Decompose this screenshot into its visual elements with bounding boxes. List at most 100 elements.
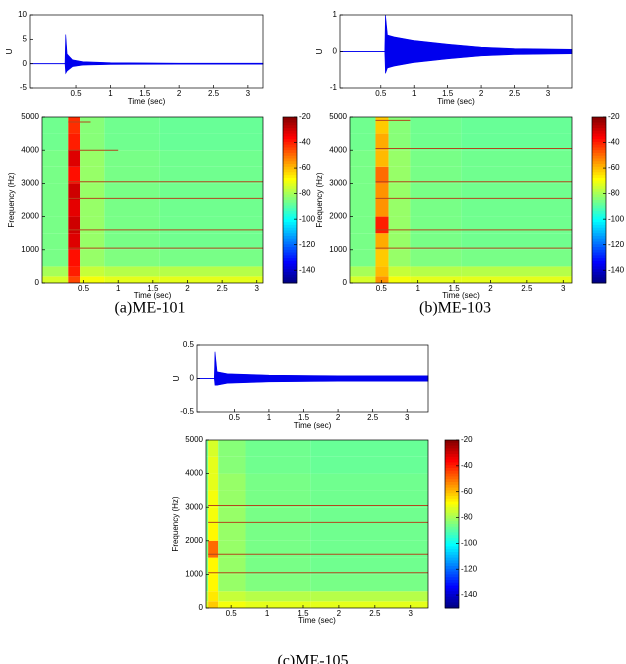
colorbar-swatch bbox=[283, 216, 297, 220]
colorbar-swatch bbox=[592, 249, 606, 254]
x-tick-label: 3 bbox=[255, 284, 260, 293]
heatmap-cell bbox=[388, 200, 411, 217]
heatmap-cell bbox=[310, 490, 428, 508]
heatmap-cell bbox=[310, 591, 428, 602]
colorbar-swatch bbox=[283, 188, 297, 193]
y-tick-label: 5000 bbox=[185, 435, 203, 444]
heatmap-cell bbox=[80, 183, 105, 200]
heatmap-cell bbox=[350, 133, 376, 151]
heatmap-cell bbox=[159, 117, 263, 134]
heatmap-cell bbox=[218, 540, 246, 558]
heatmap-cell bbox=[375, 200, 389, 217]
colorbar-tick-label: -120 bbox=[299, 240, 316, 249]
heatmap-cell bbox=[245, 473, 311, 491]
heatmap-cell bbox=[245, 456, 311, 474]
colorbar-swatch bbox=[445, 454, 459, 458]
heatmap-cell bbox=[80, 150, 105, 167]
colorbar-swatch bbox=[283, 252, 297, 256]
heatmap-cell bbox=[410, 216, 462, 234]
colorbar-swatch bbox=[592, 280, 606, 284]
colorbar-swatch bbox=[445, 470, 459, 475]
heatmap-cell bbox=[350, 200, 376, 217]
heatmap-cell bbox=[461, 200, 572, 217]
y-tick-label: 4000 bbox=[21, 145, 39, 154]
colorbar-swatch bbox=[445, 496, 459, 500]
colorbar-box bbox=[444, 439, 460, 609]
x-tick-label: 3 bbox=[409, 609, 414, 618]
heatmap-cell bbox=[461, 216, 572, 234]
colorbar-swatch bbox=[592, 252, 606, 256]
heatmap-cell bbox=[410, 150, 462, 167]
heatmap-cell bbox=[375, 133, 389, 151]
y-tick-label: 0 bbox=[190, 374, 195, 383]
x-tick-label: 0.5 bbox=[229, 413, 241, 422]
colorbar-tick-label: -140 bbox=[608, 265, 625, 274]
colorbar-swatch bbox=[592, 230, 606, 234]
heatmap-cell bbox=[68, 249, 81, 267]
colorbar-swatch bbox=[592, 133, 606, 137]
x-tick-label: 1.5 bbox=[442, 89, 454, 98]
heatmap-cell bbox=[245, 507, 311, 524]
colorbar-swatch bbox=[283, 263, 297, 267]
heatmap-cell bbox=[68, 183, 81, 200]
heatmap-cell bbox=[206, 456, 209, 474]
heatmap-cell bbox=[42, 166, 69, 184]
colorbar-swatch bbox=[283, 172, 297, 176]
colorbar-swatch bbox=[445, 554, 459, 559]
x-tick-label: 1.5 bbox=[449, 284, 461, 293]
heatmap-cell bbox=[208, 440, 219, 457]
colorbar-swatch bbox=[592, 271, 606, 276]
colorbar-swatch bbox=[592, 144, 606, 148]
colorbar-swatch bbox=[445, 552, 459, 556]
y-tick-label: 2000 bbox=[21, 212, 39, 221]
colorbar-swatch bbox=[592, 202, 606, 207]
colorbar-swatch bbox=[283, 249, 297, 254]
heatmap-cell bbox=[388, 133, 411, 151]
heatmap-cell bbox=[80, 117, 105, 134]
colorbar-swatch bbox=[283, 161, 297, 165]
heatmap-cell bbox=[42, 200, 69, 217]
heatmap-cell bbox=[159, 233, 263, 250]
y-axis-label: U bbox=[5, 48, 14, 54]
colorbar-swatch bbox=[445, 498, 459, 503]
y-axis-label: Frequency (Hz) bbox=[171, 496, 180, 551]
heatmap-cell bbox=[80, 216, 105, 234]
colorbar-swatch bbox=[445, 476, 459, 480]
colorbar-swatch bbox=[592, 269, 606, 273]
heatmap-cell bbox=[375, 276, 389, 283]
x-tick-label: 3 bbox=[405, 413, 410, 422]
heatmap-cell bbox=[68, 200, 81, 217]
colorbar-swatch bbox=[445, 602, 459, 606]
colorbar-swatch bbox=[592, 216, 606, 220]
heatmap-cell bbox=[42, 183, 69, 200]
colorbar-swatch bbox=[445, 563, 459, 567]
heatmap-cell bbox=[159, 200, 263, 217]
colorbar-swatch bbox=[445, 580, 459, 584]
colorbar-swatch bbox=[592, 208, 606, 212]
colorbar-swatch bbox=[445, 512, 459, 517]
colorbar-swatch bbox=[283, 125, 297, 129]
x-tick-label: 2.5 bbox=[217, 284, 229, 293]
colorbar-swatch bbox=[283, 194, 297, 198]
colorbar-swatch bbox=[283, 269, 297, 273]
colorbar-swatch bbox=[592, 125, 606, 129]
x-tick-label: 2.5 bbox=[509, 89, 521, 98]
heatmap-cell bbox=[350, 117, 376, 134]
colorbar-tick-label: -140 bbox=[299, 265, 316, 274]
heatmap-cell bbox=[208, 574, 219, 592]
colorbar-swatch bbox=[283, 175, 297, 179]
x-tick-label: 1 bbox=[415, 284, 420, 293]
colorbar-swatch bbox=[445, 571, 459, 575]
heatmap-cell bbox=[68, 276, 81, 283]
x-axis-label: Time (sec) bbox=[298, 616, 336, 625]
heatmap-cell bbox=[461, 166, 572, 184]
y-tick-label: 5000 bbox=[21, 112, 39, 121]
colorbar-tick-label: -100 bbox=[461, 538, 478, 547]
colorbar-swatch bbox=[592, 197, 606, 201]
colorbar-swatch bbox=[592, 219, 606, 223]
x-tick-label: 0.5 bbox=[78, 284, 90, 293]
x-tick-label: 1 bbox=[267, 413, 272, 422]
colorbar-swatch bbox=[592, 166, 606, 171]
heatmap-cell bbox=[410, 166, 462, 184]
colorbar-swatch bbox=[445, 540, 459, 545]
